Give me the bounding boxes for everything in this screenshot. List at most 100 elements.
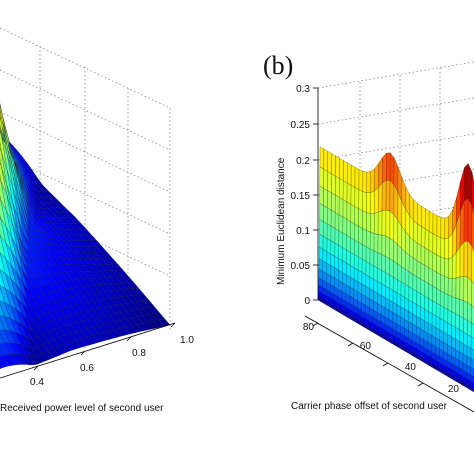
b-surface-facet [350, 164, 356, 188]
b-surface-facet [342, 216, 348, 236]
b-surface-facet [366, 171, 371, 194]
b-surface-facet [326, 238, 332, 255]
b-surface-facet [354, 223, 359, 243]
b-surface-facet [420, 262, 426, 282]
b-surface-facet [459, 241, 465, 278]
b-surface-facet [405, 251, 410, 273]
b-surface-facet [370, 190, 375, 214]
b-surface-facet [346, 262, 351, 278]
b-surface-facet [401, 266, 406, 285]
b-surface-facet [323, 221, 328, 239]
b-surface-facet [373, 265, 378, 282]
b-surface-facet [413, 239, 418, 261]
b-surface-facet [335, 175, 340, 198]
b-surface-facet [459, 329, 464, 345]
b-surface-facet [338, 197, 344, 218]
b-surface-facet [366, 192, 371, 214]
b-surface-facet [425, 208, 430, 232]
b-surface-facet [381, 179, 387, 211]
b-surface-facet [459, 315, 464, 333]
b-surface-facet [436, 235, 441, 258]
b-surface-facet [416, 276, 421, 294]
b-surface-facet [374, 163, 379, 192]
b-surface-facet [350, 185, 356, 207]
b-surface-facet [334, 228, 340, 246]
b-surface-facet [323, 148, 328, 172]
b-surface-facet [369, 263, 375, 280]
b-surface-facet [451, 324, 456, 340]
b-surface-facet [354, 167, 360, 191]
b-surface-facet [444, 258, 449, 279]
panel-b-label: (b) [263, 51, 293, 80]
b-surface-facet [455, 327, 460, 342]
b-surface-facet [439, 318, 445, 333]
b-surface-facet [451, 296, 457, 315]
a-x-tick-2: 0.8 [132, 348, 146, 359]
b-surface-facet [443, 307, 449, 324]
b-surface-facet [338, 258, 343, 273]
a-x-tick-3: 1.0 [180, 335, 194, 346]
b-surface-facet [436, 272, 441, 291]
b-surface-facet [439, 304, 445, 321]
b-surface-facet [412, 301, 417, 317]
b-y-tick-2: 40 [405, 362, 417, 373]
b-surface-facet [448, 257, 453, 279]
b-surface-facet [338, 245, 343, 262]
b-surface-facet [428, 298, 433, 314]
panel-a-surface-plot: 0.4 0.6 0.8 1.0 Received power level of … [0, 27, 194, 414]
b-surface-facet [338, 214, 344, 234]
b-surface-facet [432, 300, 437, 317]
a-x-tick-1: 0.6 [80, 363, 94, 374]
b-surface-facet [318, 246, 324, 262]
b-surface-facet [350, 221, 355, 241]
b-surface-facet [339, 178, 344, 200]
b-surface-facet [389, 274, 394, 291]
b-surface-facet [471, 205, 474, 253]
b-surface-facet [327, 190, 332, 211]
b-surface-facet [385, 179, 391, 212]
b-surface-facet [354, 187, 360, 210]
b-surface-facet [412, 288, 417, 305]
b-surface-facet [366, 212, 371, 233]
b-surface-facet [335, 194, 340, 216]
b-surface-facet [319, 219, 324, 237]
b-surface-facet [343, 160, 348, 184]
b-surface-facet [326, 251, 331, 266]
b-surface-facet [455, 297, 460, 317]
b-surface-facet [432, 252, 437, 273]
b-surface-facet [397, 263, 402, 283]
b-surface-facet [327, 151, 332, 175]
b-surface-facet [428, 250, 433, 271]
b-y-axis-label: Carrier phase offset of second user [291, 401, 448, 412]
b-surface-facet [471, 280, 474, 308]
b-surface-facet [335, 155, 340, 179]
b-surface-facet [424, 247, 430, 268]
b-y-tick-3: 20 [448, 384, 460, 395]
b-surface-facet [362, 210, 367, 231]
b-surface-facet [342, 180, 348, 203]
b-surface-facet [338, 230, 343, 248]
b-surface-facet [369, 232, 375, 252]
b-surface-facet [416, 291, 421, 308]
b-surface-facet [330, 240, 336, 257]
b-surface-facet [389, 210, 394, 242]
b-surface-facet [362, 244, 367, 262]
b-surface-facet [417, 203, 422, 227]
b-surface-facet [370, 213, 375, 234]
b-surface-facet [396, 292, 402, 308]
b-surface-facet [467, 198, 473, 247]
b-surface-facet [424, 308, 429, 324]
b-surface-facet [440, 237, 445, 259]
b-surface-facet [374, 212, 379, 235]
b-surface-facet [389, 258, 394, 278]
b-surface-facet [358, 208, 363, 229]
b-surface-facet [330, 225, 336, 244]
b-surface-facet [323, 187, 328, 209]
b-surface-facet [440, 290, 445, 308]
b-surface-facet [339, 157, 344, 182]
b-surface-facet [365, 246, 371, 264]
b-surface-facet [361, 258, 367, 275]
b-surface-facet [381, 254, 386, 273]
b-surface-facet [322, 249, 328, 264]
